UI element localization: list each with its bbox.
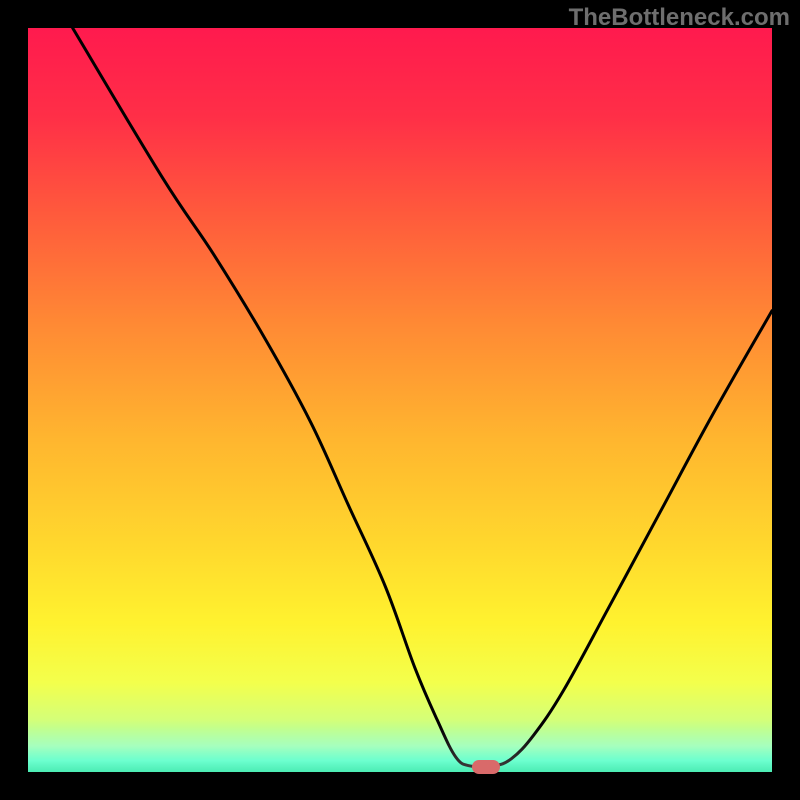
bottleneck-curve [28,28,772,772]
plot-area [28,28,772,772]
stage: TheBottleneck.com [0,0,800,800]
